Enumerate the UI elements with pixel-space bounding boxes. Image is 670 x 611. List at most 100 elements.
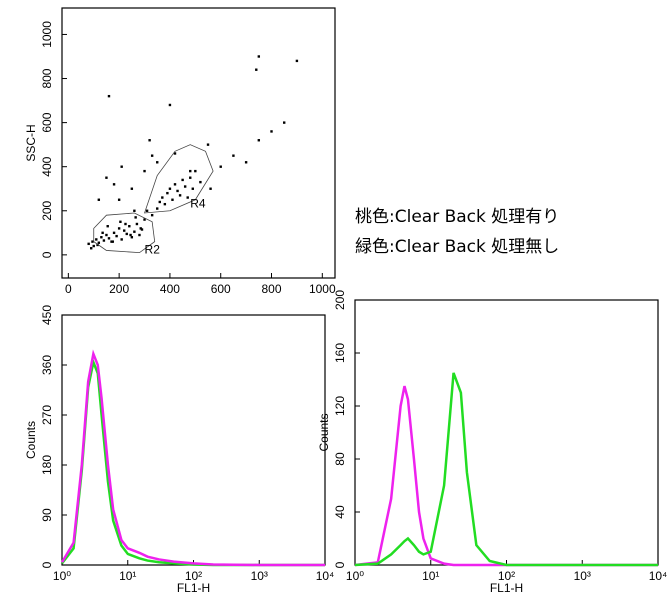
point — [295, 59, 299, 63]
plot-frame — [61, 7, 336, 279]
point — [119, 220, 122, 223]
point — [125, 232, 128, 236]
y-tick-label: 0 — [40, 561, 54, 568]
point — [186, 196, 189, 199]
x-tick-label: 10² — [185, 569, 202, 583]
y-tick-label: 0 — [333, 561, 347, 568]
point — [115, 234, 118, 238]
point — [87, 242, 90, 246]
point — [219, 165, 222, 168]
x-tick-label: 1000 — [309, 282, 336, 296]
y-tick-label: 0 — [40, 251, 54, 258]
point — [283, 121, 286, 124]
x-axis-label: FL1-H — [490, 581, 523, 595]
x-tick-label: 10⁴ — [316, 569, 335, 583]
point — [102, 239, 106, 242]
point — [135, 222, 139, 226]
point — [123, 229, 126, 232]
point — [95, 238, 98, 241]
x-tick-label: 800 — [261, 282, 281, 296]
y-axis-label: Counts — [317, 413, 331, 451]
point — [90, 247, 93, 250]
point — [171, 198, 174, 201]
point — [206, 143, 210, 146]
x-tick-label: 10³ — [251, 569, 268, 583]
y-axis-label: Counts — [24, 421, 38, 459]
point — [257, 55, 261, 58]
x-tick-label: 10¹ — [119, 569, 136, 583]
point — [112, 231, 116, 235]
point — [168, 187, 172, 190]
point — [120, 165, 123, 168]
point — [178, 194, 182, 197]
x-tick-label: 10² — [498, 569, 515, 583]
x-tick-label: 10⁰ — [53, 569, 71, 583]
point — [173, 183, 177, 186]
point — [96, 243, 99, 247]
point — [189, 169, 192, 173]
point — [194, 169, 197, 173]
point — [107, 237, 111, 240]
point — [257, 139, 261, 142]
point — [255, 68, 258, 71]
y-tick-label: 270 — [40, 405, 54, 425]
point — [156, 207, 159, 210]
point — [129, 233, 132, 237]
histogram-line — [60, 349, 325, 567]
point — [232, 154, 235, 157]
point — [105, 176, 108, 179]
y-tick-label: 90 — [40, 508, 54, 522]
point — [150, 154, 154, 157]
x-tick-label: 10⁰ — [346, 569, 364, 583]
point — [111, 240, 114, 243]
point — [148, 139, 151, 142]
point — [199, 180, 202, 184]
point — [139, 227, 142, 230]
point — [161, 196, 164, 199]
point — [176, 189, 179, 193]
point — [128, 225, 131, 228]
x-tick-label: 10⁴ — [649, 569, 668, 583]
y-tick-label: 180 — [40, 455, 54, 475]
y-tick-label: 400 — [40, 156, 54, 176]
point — [110, 240, 113, 243]
point — [189, 176, 192, 179]
point — [209, 187, 212, 190]
y-tick-label: 200 — [333, 290, 347, 310]
point — [143, 218, 146, 221]
y-axis-label: SSC-H — [24, 124, 38, 161]
x-tick-label: 10¹ — [422, 569, 439, 583]
point — [97, 198, 101, 201]
point — [130, 236, 134, 239]
plot-frame — [61, 314, 326, 566]
point — [101, 231, 104, 235]
point — [143, 169, 146, 173]
plot-frame — [354, 299, 659, 566]
gate-label: R2 — [145, 243, 161, 257]
point — [150, 213, 154, 217]
x-tick-label: 400 — [160, 282, 180, 296]
x-axis-label: FL1-H — [177, 581, 210, 595]
histogram-line — [354, 385, 658, 567]
point — [138, 233, 141, 237]
point — [133, 230, 136, 233]
legend-line: 緑色:Clear Back 処理無し — [355, 237, 559, 257]
point — [156, 161, 159, 164]
gate-region — [143, 144, 214, 214]
y-tick-label: 120 — [333, 396, 347, 416]
y-tick-label: 80 — [333, 452, 347, 466]
point — [140, 228, 144, 231]
point — [183, 185, 187, 188]
histogram-line — [354, 372, 658, 567]
point — [91, 240, 94, 243]
point — [270, 130, 273, 133]
point — [158, 200, 161, 204]
point — [106, 225, 109, 228]
y-tick-label: 600 — [40, 112, 54, 132]
point — [133, 209, 136, 212]
point — [117, 227, 121, 230]
point — [244, 161, 248, 164]
x-tick-label: 200 — [109, 282, 129, 296]
point — [92, 244, 95, 248]
